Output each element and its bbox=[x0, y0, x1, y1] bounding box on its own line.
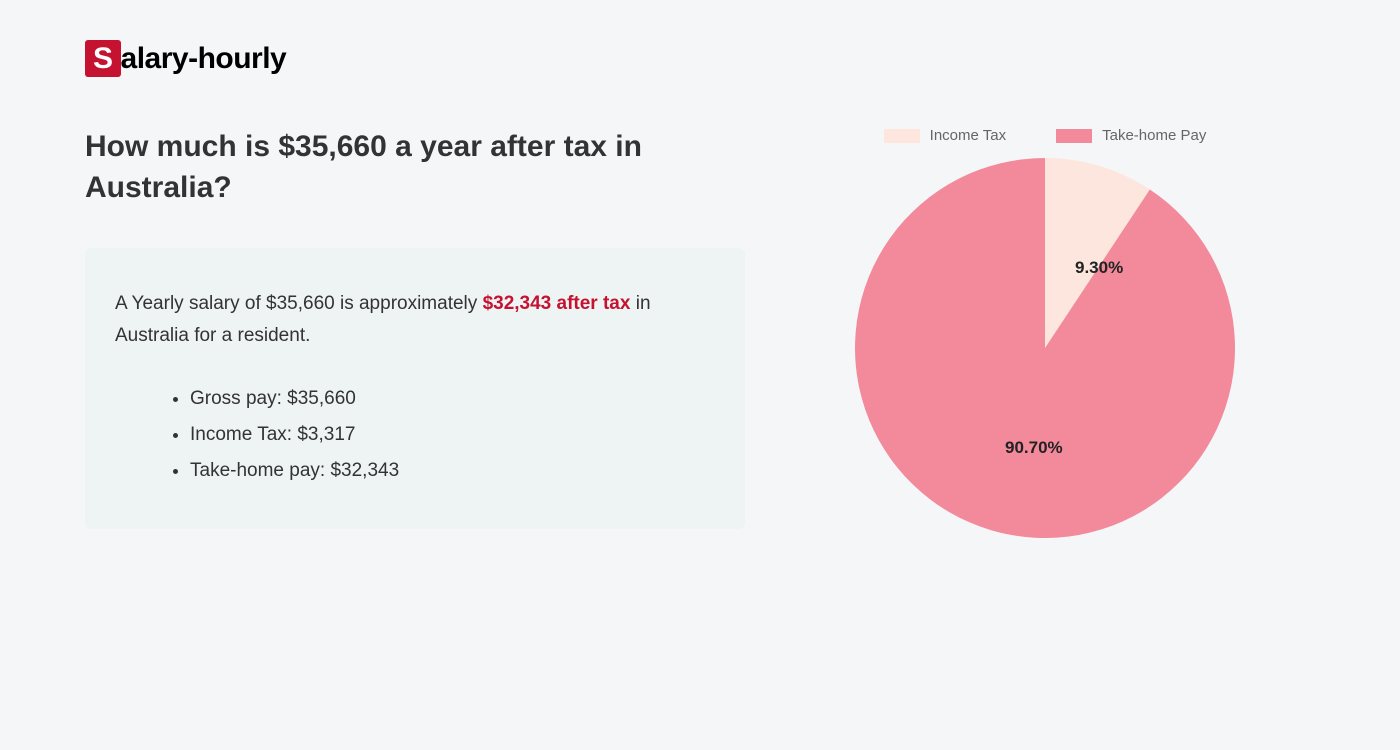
text-column: How much is $35,660 a year after tax in … bbox=[85, 127, 745, 538]
summary-prefix: A Yearly salary of $35,660 is approximat… bbox=[115, 293, 483, 314]
logo-s-box: S bbox=[85, 40, 121, 77]
legend-label-tax: Income Tax bbox=[930, 127, 1006, 144]
legend-item-tax: Income Tax bbox=[884, 127, 1006, 144]
summary-paragraph: A Yearly salary of $35,660 is approximat… bbox=[115, 288, 715, 353]
breakdown-list: Gross pay: $35,660 Income Tax: $3,317 Ta… bbox=[115, 381, 715, 489]
chart-legend: Income Tax Take-home Pay bbox=[825, 127, 1265, 144]
page-heading: How much is $35,660 a year after tax in … bbox=[85, 127, 745, 208]
chart-column: Income Tax Take-home Pay 9.30% 90.70% bbox=[825, 127, 1265, 538]
logo-text: alary-hourly bbox=[121, 42, 287, 75]
breakdown-net: Take-home pay: $32,343 bbox=[190, 453, 715, 489]
pie-label-tax: 9.30% bbox=[1075, 258, 1123, 278]
pie-label-net: 90.70% bbox=[1005, 438, 1063, 458]
main-content: How much is $35,660 a year after tax in … bbox=[85, 127, 1315, 538]
pie-svg bbox=[855, 158, 1235, 538]
legend-swatch-net bbox=[1056, 129, 1092, 143]
pie-chart: 9.30% 90.70% bbox=[855, 158, 1235, 538]
summary-box: A Yearly salary of $35,660 is approximat… bbox=[85, 248, 745, 529]
summary-highlight: $32,343 after tax bbox=[483, 293, 631, 314]
breakdown-gross: Gross pay: $35,660 bbox=[190, 381, 715, 417]
legend-item-net: Take-home Pay bbox=[1056, 127, 1206, 144]
legend-swatch-tax bbox=[884, 129, 920, 143]
site-logo: Salary-hourly bbox=[85, 40, 1315, 77]
breakdown-tax: Income Tax: $3,317 bbox=[190, 417, 715, 453]
legend-label-net: Take-home Pay bbox=[1102, 127, 1206, 144]
